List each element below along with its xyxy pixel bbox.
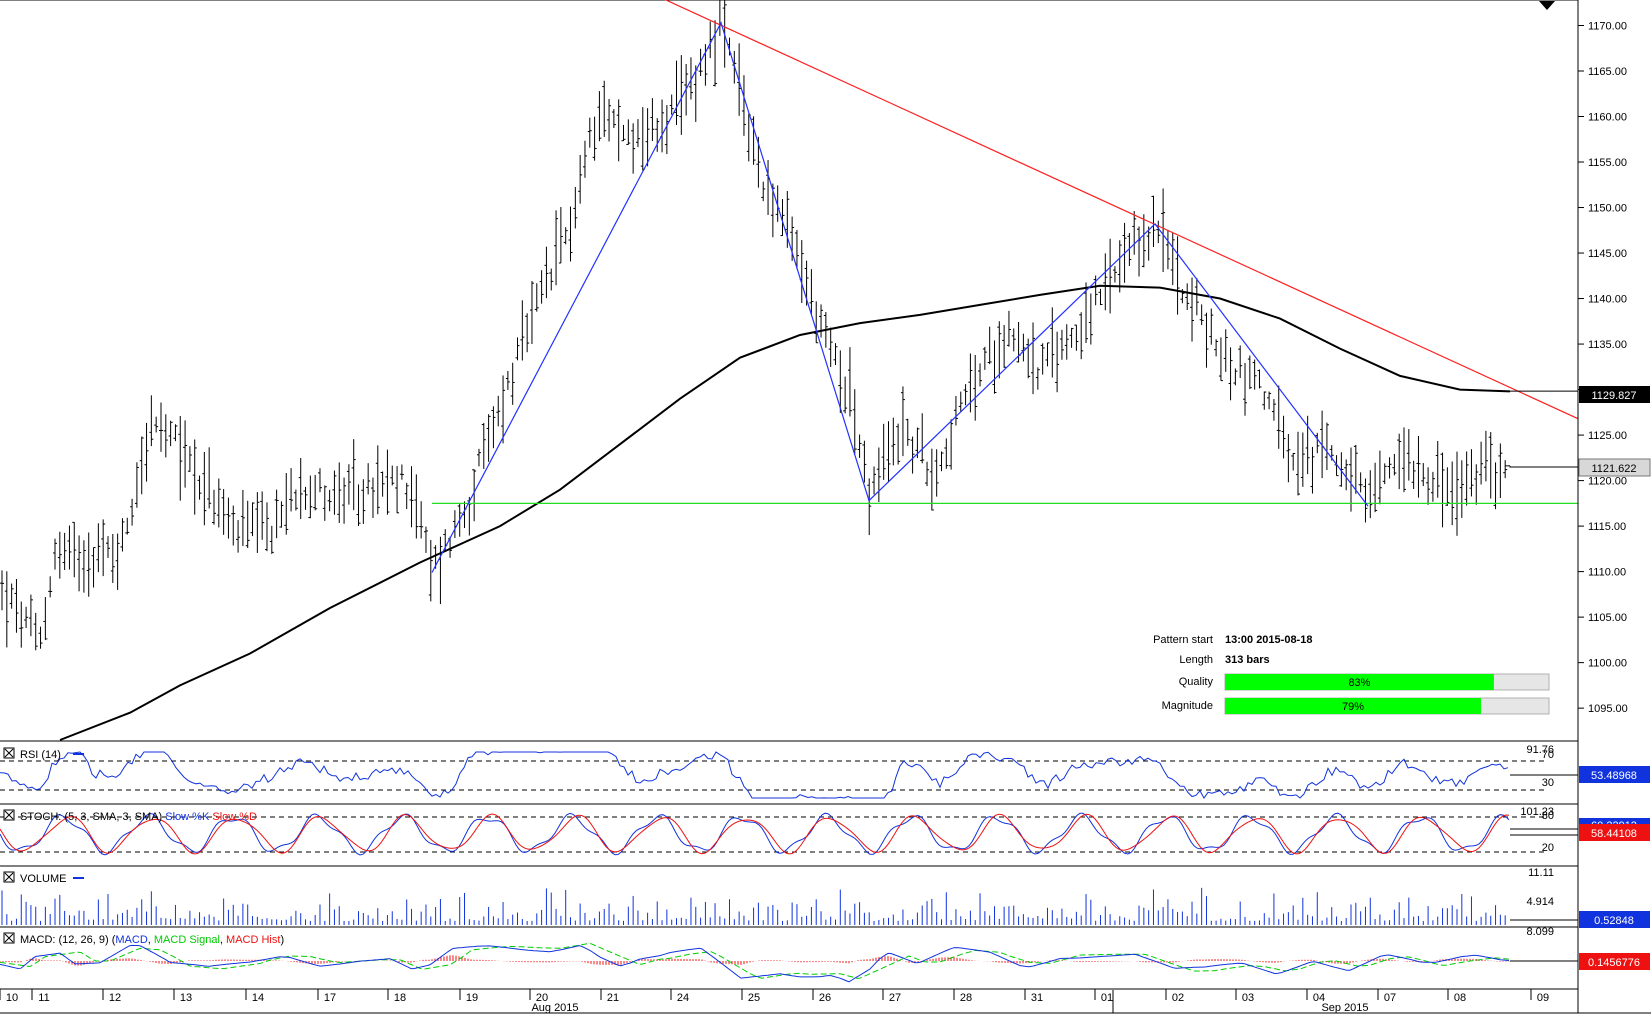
length-value: 313 bars — [1225, 654, 1270, 666]
x-tick-label: 11 — [38, 992, 49, 1004]
volume-tick-mid: 4.914 — [1526, 896, 1554, 908]
x-tick-label: 24 — [677, 992, 689, 1004]
macd-line — [0, 944, 1510, 983]
price-tick-label: 1165.00 — [1588, 66, 1627, 78]
ma-value: 1129.827 — [1591, 390, 1636, 402]
price-tick-label: 1120.00 — [1588, 476, 1627, 488]
ma-value-box — [1579, 386, 1650, 403]
x-tick-label: 20 — [536, 992, 548, 1004]
price-tick-label: 1145.00 — [1588, 248, 1627, 260]
rsi-toggle-x — [4, 748, 14, 758]
length-label: Length — [1179, 654, 1213, 666]
pattern-start-value: 13:00 2015-08-18 — [1225, 634, 1312, 646]
price-tick-label: 1135.00 — [1588, 339, 1627, 351]
x-tick-label: 25 — [748, 992, 760, 1004]
rsi-line — [0, 751, 1509, 799]
quality-bar-fill — [1225, 674, 1494, 690]
x-axis: 10 11 12 13 14 17 18 19 20 21 24 25 26 27 28 31 01 02 03 04… — [0, 989, 1549, 1004]
stoch-level-20: 20 — [1542, 842, 1554, 854]
x-tick-label: 02 — [1172, 992, 1184, 1004]
rsi-level-30: 30 — [1542, 777, 1554, 789]
price-tick-label: 1155.00 — [1588, 157, 1627, 169]
price-tick-label: 1125.00 — [1588, 430, 1627, 442]
price-tick-label: 1110.00 — [1588, 567, 1626, 579]
stoch-level-80: 80 — [1542, 810, 1554, 822]
stoch-d-value-box — [1579, 824, 1650, 841]
macd-label: MACD: (12, 26, 9) (MACD, MACD Signal, MA… — [20, 934, 284, 946]
x-tick-label: 18 — [394, 992, 406, 1004]
stoch-top-tick: 101.23 — [1520, 806, 1554, 818]
x-tick-label: 12 — [109, 992, 121, 1004]
panel-separators — [0, 740, 1651, 1014]
magnitude-percent: 79% — [1342, 701, 1364, 713]
macd-panel: MACD: (12, 26, 9) (MACD, MACD Signal, MA… — [0, 926, 1650, 983]
current-price-leader-line — [1509, 465, 1578, 468]
current-price-box — [1578, 458, 1651, 477]
price-tick-label: 1150.00 — [1588, 203, 1627, 215]
x-tick-label: 26 — [819, 992, 831, 1004]
collapse-triangle-icon[interactable] — [1539, 1, 1555, 10]
volume-value: 0.52848 — [1594, 915, 1634, 927]
magnitude-bar-fill — [1225, 698, 1481, 714]
x-tick-label: 28 — [960, 992, 972, 1004]
resistance-line — [664, 0, 1579, 420]
x-tick-label: 14 — [252, 992, 264, 1004]
price-axis: 1170.00 1165.00 1160.00 1155.00 1150.00 1145.… — [1578, 20, 1628, 715]
price-tick-label: 1170.00 — [1588, 20, 1627, 32]
price-panel — [0, 0, 1579, 741]
price-tick-label: 1160.00 — [1588, 112, 1627, 124]
x-tick-label: 31 — [1031, 992, 1043, 1004]
x-tick-label: 01 — [1101, 992, 1113, 1004]
x-tick-label: 13 — [180, 992, 192, 1004]
volume-value-box — [1579, 911, 1650, 928]
month-label-sep: Sep 2015 — [1321, 1002, 1368, 1014]
rsi-top-tick: 91.76 — [1526, 744, 1554, 756]
price-bars — [0, 0, 1508, 651]
macd-top-tick: 8.099 — [1526, 926, 1554, 938]
macd-value-box — [1579, 953, 1650, 970]
stoch-panel: STOCH: (5, 3, SMA, 3, SMA) Slow %K Slow … — [0, 806, 1650, 856]
volume-bars — [1, 887, 1506, 925]
x-tick-label: 27 — [889, 992, 901, 1004]
moving-average-line — [59, 284, 1511, 741]
stoch-k-line — [0, 812, 1510, 856]
volume-label: VOLUME — [20, 873, 66, 885]
rsi-label: RSI (14) — [20, 749, 61, 761]
pattern-start-label: Pattern start — [1153, 634, 1213, 646]
zigzag-pattern-line — [431, 21, 1369, 573]
x-tick-label: 21 — [607, 992, 619, 1004]
rsi-value-box — [1579, 766, 1650, 783]
rsi-value: 53.48968 — [1591, 770, 1637, 782]
stoch-d-line — [0, 813, 1510, 855]
rsi-panel: RSI (14) 91.76 70 30 53.48968 — [0, 744, 1650, 799]
price-tick-label: 1095.00 — [1588, 703, 1628, 715]
macd-value: 0.1456776 — [1588, 957, 1640, 969]
x-tick-label: 09 — [1537, 992, 1549, 1004]
x-tick-label: 07 — [1384, 992, 1396, 1004]
x-tick-label: 04 — [1313, 992, 1325, 1004]
x-tick-label: 03 — [1242, 992, 1254, 1004]
x-tick-label: 10 — [6, 992, 18, 1004]
current-price-value: 1121.622 — [1591, 463, 1636, 475]
price-tick-label: 1115.00 — [1588, 521, 1626, 533]
stoch-d-value: 58.44108 — [1591, 828, 1637, 840]
stoch-label: STOCH: (5, 3, SMA, 3, SMA) Slow %K Slow … — [20, 811, 257, 823]
volume-panel: VOLUME 11.11 4.914 0.52848 — [1, 867, 1650, 928]
magnitude-label: Magnitude — [1162, 700, 1213, 712]
price-tick-label: 1100.00 — [1588, 658, 1627, 670]
x-tick-label: 08 — [1454, 992, 1466, 1004]
price-tick-label: 1140.00 — [1588, 294, 1627, 306]
x-tick-label: 19 — [466, 992, 478, 1004]
price-tick-label: 1105.00 — [1588, 612, 1627, 624]
rsi-level-70: 70 — [1542, 749, 1554, 761]
volume-tick-high: 11.11 — [1528, 867, 1554, 879]
quality-percent: 83% — [1348, 677, 1370, 689]
quality-label: Quality — [1179, 676, 1214, 688]
month-label-aug: Aug 2015 — [531, 1002, 578, 1014]
macd-signal-line — [0, 943, 1510, 980]
x-tick-label: 17 — [324, 992, 336, 1004]
pattern-info: Pattern start 13:00 2015-08-18 Length 31… — [1153, 634, 1550, 715]
